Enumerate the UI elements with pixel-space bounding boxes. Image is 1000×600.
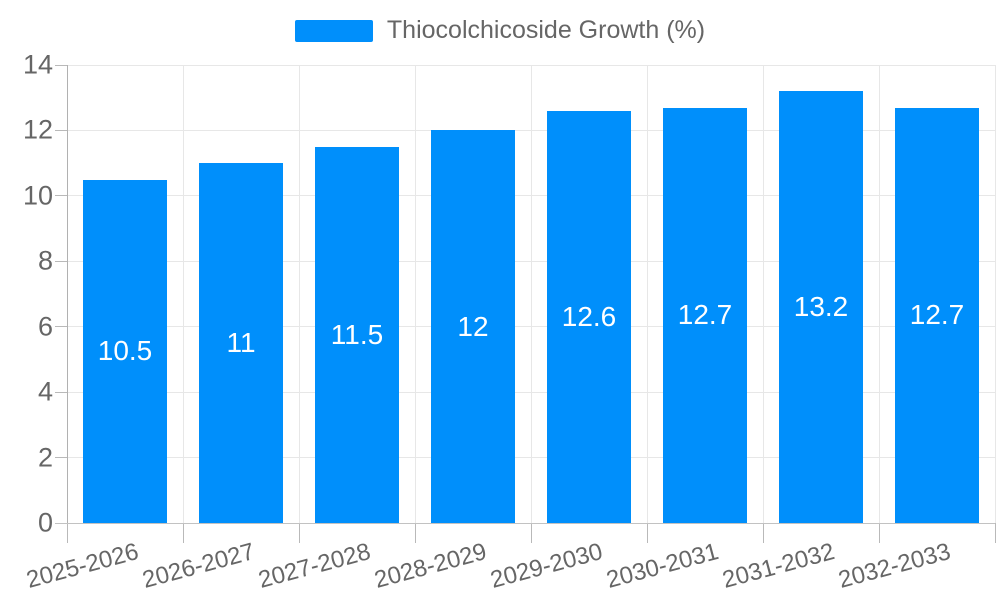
gridline-vertical bbox=[414, 65, 416, 523]
y-axis-tick-label: 2 bbox=[37, 442, 53, 473]
y-axis-tick-label: 0 bbox=[37, 507, 53, 538]
y-axis-tick bbox=[55, 326, 67, 328]
gridline-vertical bbox=[878, 65, 880, 523]
gridline-vertical bbox=[646, 65, 648, 523]
bar[interactable] bbox=[663, 107, 747, 523]
y-axis-tick-label: 14 bbox=[22, 49, 53, 80]
bar[interactable] bbox=[779, 91, 863, 523]
y-axis-tick bbox=[55, 260, 67, 262]
bar-value-label: 12.7 bbox=[677, 299, 733, 331]
bar[interactable] bbox=[431, 130, 515, 523]
x-axis-line bbox=[55, 522, 995, 524]
bar-value-label: 12.7 bbox=[909, 299, 965, 331]
bar-value-label: 12 bbox=[457, 310, 489, 342]
x-axis-tick bbox=[182, 523, 184, 543]
y-axis-tick-label: 4 bbox=[37, 376, 53, 407]
gridline-vertical bbox=[762, 65, 764, 523]
bar-value-label: 11.5 bbox=[330, 318, 384, 350]
x-axis-tick bbox=[878, 523, 880, 543]
x-axis-tick bbox=[298, 523, 300, 543]
x-axis-tick bbox=[66, 523, 68, 543]
y-axis-tick-label: 12 bbox=[22, 114, 53, 145]
bar[interactable] bbox=[895, 107, 979, 523]
y-axis-tick-label: 6 bbox=[37, 311, 53, 342]
bar[interactable] bbox=[315, 146, 399, 523]
bar[interactable] bbox=[547, 110, 631, 523]
x-axis-tick bbox=[646, 523, 648, 543]
gridline-vertical bbox=[182, 65, 184, 523]
x-axis-tick bbox=[762, 523, 764, 543]
bar-value-label: 10.5 bbox=[97, 335, 153, 367]
legend-marker bbox=[294, 19, 373, 42]
bar-value-label: 12.6 bbox=[561, 300, 617, 332]
y-axis-tick-label: 8 bbox=[37, 245, 53, 276]
legend-label: Thiocolchicoside Growth (%) bbox=[386, 16, 706, 44]
y-axis-tick bbox=[55, 129, 67, 131]
y-axis-tick bbox=[55, 457, 67, 459]
bar[interactable] bbox=[83, 179, 167, 523]
y-axis-line bbox=[66, 65, 68, 523]
y-axis-tick bbox=[55, 391, 67, 393]
gridline-vertical bbox=[530, 65, 532, 523]
x-axis-tick bbox=[994, 523, 996, 543]
x-axis-tick bbox=[414, 523, 416, 543]
y-axis-tick-label: 10 bbox=[22, 180, 53, 211]
gridline-vertical bbox=[994, 65, 996, 523]
bar-value-label: 11 bbox=[226, 327, 256, 359]
bar[interactable] bbox=[199, 163, 283, 523]
legend: Thiocolchicoside Growth (%) bbox=[0, 18, 1000, 43]
legend-item[interactable]: Thiocolchicoside Growth (%) bbox=[294, 16, 706, 44]
y-axis-tick bbox=[55, 64, 67, 66]
gridline-vertical bbox=[298, 65, 300, 523]
bar-value-label: 13.2 bbox=[793, 291, 849, 323]
y-axis-tick bbox=[55, 195, 67, 197]
x-axis-tick bbox=[530, 523, 532, 543]
